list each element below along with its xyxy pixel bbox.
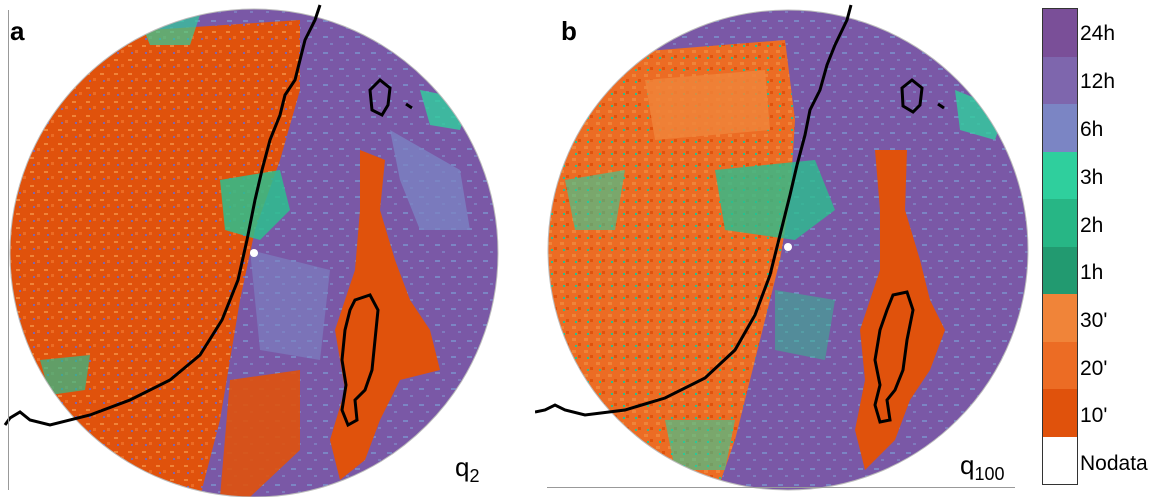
green-patch <box>565 170 625 230</box>
quantile-label: q2 <box>455 452 480 486</box>
colorbar-label: 3h <box>1080 166 1104 189</box>
colorbar-labels: 24h 12h 6h 3h 2h 1h 30' 20' 10' Nodata <box>1080 8 1165 485</box>
panel-b: b q100 <box>535 0 1035 497</box>
panel-letter: b <box>561 16 577 46</box>
axis-frame-bottom <box>547 487 1015 488</box>
colorbar-label: Nodata <box>1080 452 1148 475</box>
radar-site-dot <box>784 243 792 251</box>
radar-map-b <box>535 4 1029 491</box>
green-patch <box>665 420 735 470</box>
orange-region-south <box>220 370 300 497</box>
green-patch <box>40 355 90 395</box>
green-patch <box>775 290 835 360</box>
radar-range-circle <box>9 8 499 497</box>
colorbar-label: 30' <box>1080 309 1108 332</box>
colorbar-cell <box>1043 436 1077 484</box>
green-patch <box>715 160 835 240</box>
colorbar-cell <box>1043 9 1077 57</box>
colorbar-label: 6h <box>1080 118 1104 141</box>
coastline <box>535 4 853 417</box>
colorbar-label: 12h <box>1080 70 1116 93</box>
colorbar-cell <box>1043 199 1077 247</box>
axis-frame-left <box>8 10 9 490</box>
colorbar-label: 1h <box>1080 261 1104 284</box>
colorbar-cell <box>1043 389 1077 437</box>
colorbar-label: 2h <box>1080 214 1104 237</box>
radar-map-a <box>3 4 499 497</box>
blue-area <box>390 130 470 230</box>
orange-region-west <box>548 40 795 490</box>
lake-north <box>900 78 924 114</box>
radar-range-circle <box>547 9 1029 491</box>
colorbar-cell <box>1043 246 1077 294</box>
colorbar-cell <box>1043 151 1077 199</box>
colorbar-label: 24h <box>1080 22 1116 45</box>
colorbar-cell <box>1043 341 1077 389</box>
lake-north <box>368 77 392 117</box>
lake-south <box>340 293 380 428</box>
radar-site-dot <box>250 249 258 257</box>
colorbar <box>1042 8 1078 485</box>
lake-north-island <box>405 102 413 110</box>
colorbar-label: 10' <box>1080 404 1108 427</box>
orange-region-north <box>645 70 770 140</box>
green-patch <box>955 90 1005 140</box>
colorbar-label: 20' <box>1080 357 1108 380</box>
colorbar-cell <box>1043 294 1077 342</box>
colorbar-cell <box>1043 104 1077 152</box>
blue-area <box>250 250 330 360</box>
panel-letter: a <box>10 16 25 46</box>
lake-north-island <box>937 102 945 110</box>
quantile-label: q100 <box>960 450 1005 484</box>
lake-south <box>873 290 915 424</box>
green-patch <box>140 15 200 45</box>
coastline <box>3 4 322 427</box>
colorbar-cell <box>1043 56 1077 104</box>
panel-a: a q2 <box>0 0 510 497</box>
